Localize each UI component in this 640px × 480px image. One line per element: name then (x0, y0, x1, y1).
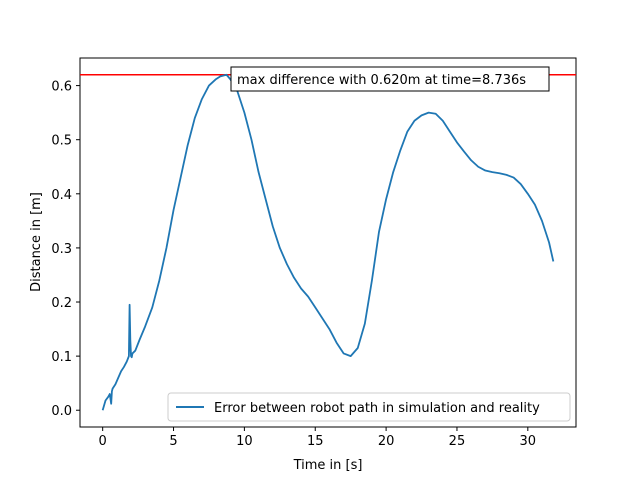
x-tick-label: 25 (449, 434, 466, 449)
y-axis-label: Distance in [m] (29, 192, 44, 292)
x-tick-label: 10 (236, 434, 253, 449)
series-group (101, 73, 555, 411)
legend-entry: Error between robot path in simulation a… (214, 401, 540, 416)
y-tick-label: 0.2 (51, 296, 72, 311)
x-tick-label: 20 (378, 434, 395, 449)
x-tick-label: 30 (520, 434, 537, 449)
legend: Error between robot path in simulation a… (167, 392, 571, 422)
plot-frame-group (79, 57, 577, 428)
y-tick-label: 0.3 (51, 242, 72, 257)
x-tick-label: 15 (307, 434, 324, 449)
y-tick-label: 0.1 (51, 350, 72, 365)
x-tick-label: 0 (99, 434, 107, 449)
max-annotation: max difference with 0.620m at time=8.736… (230, 66, 550, 92)
plot-frame (79, 57, 577, 428)
y-tick-label: 0.4 (51, 188, 72, 203)
x-ticks: 0 5 10 15 20 25 30 (99, 427, 537, 449)
y-tick-label: 0.5 (51, 134, 72, 149)
x-tick-label: 5 (169, 434, 177, 449)
x-axis-label: Time in [s] (293, 458, 363, 473)
y-tick-label: 0.6 (51, 80, 72, 95)
y-tick-label: 0.0 (51, 404, 72, 419)
annotation-text: max difference with 0.620m at time=8.736… (237, 73, 526, 88)
y-ticks: 0.0 0.1 0.2 0.3 0.4 0.5 0.6 (51, 80, 80, 419)
annotation-box (230, 66, 550, 92)
series-line-0 (101, 73, 555, 411)
legend-box (167, 392, 571, 422)
